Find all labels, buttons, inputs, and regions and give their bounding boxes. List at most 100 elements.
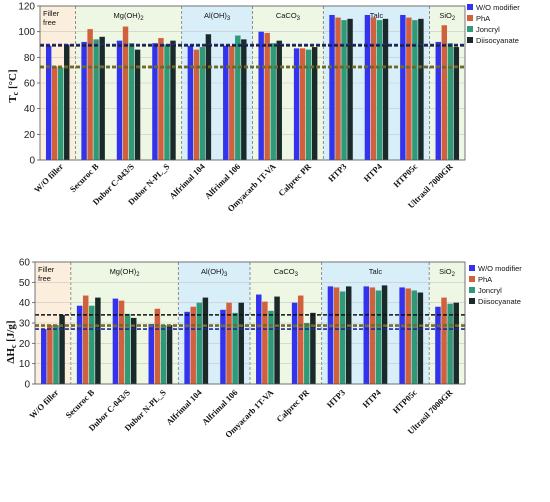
bar <box>170 40 176 160</box>
y-tick-label: 80 <box>24 53 36 64</box>
bar <box>453 47 460 160</box>
bar <box>375 290 382 384</box>
bar <box>369 287 376 384</box>
bar <box>45 45 52 160</box>
category-label: Alfrimal 104 <box>167 161 207 201</box>
legend-label: Diisocyanate <box>478 297 521 306</box>
group-label: Al(OH)3 <box>201 267 228 278</box>
bar <box>238 302 244 384</box>
bar <box>382 18 389 161</box>
y-tick-label: 10 <box>19 359 31 370</box>
legend-swatch <box>469 265 475 271</box>
group-label: free <box>38 274 51 283</box>
bar <box>223 45 229 160</box>
bar <box>311 47 318 160</box>
bar <box>59 314 65 384</box>
bar <box>345 286 352 384</box>
bar <box>412 20 418 160</box>
bar <box>305 49 312 161</box>
legend-swatch <box>469 298 475 304</box>
bar <box>299 48 306 160</box>
bar <box>447 303 453 384</box>
bar <box>53 325 59 384</box>
bar <box>51 66 58 160</box>
legend-label: Joncryl <box>476 25 500 34</box>
y-axis-title-main: ΔH <box>5 348 17 364</box>
bar <box>134 49 141 161</box>
bar <box>130 317 137 384</box>
group-label: Mg(OH)2 <box>110 267 141 278</box>
bar <box>166 325 173 384</box>
bar <box>418 18 424 161</box>
group-label: SiO2 <box>439 11 456 22</box>
y-axis-title-sub: c <box>11 91 20 95</box>
bar <box>341 20 347 160</box>
legend-label: PhA <box>478 275 492 284</box>
y-tick-label: 120 <box>18 2 35 13</box>
bar <box>58 67 64 160</box>
bar <box>276 40 282 160</box>
legend-swatch <box>467 37 473 43</box>
bar <box>304 323 310 384</box>
bar <box>417 292 424 384</box>
bar <box>258 31 264 160</box>
bar <box>399 287 405 384</box>
bar <box>270 43 276 160</box>
bar <box>89 305 95 384</box>
group-label: Filler <box>38 265 55 274</box>
category-label: HTP4 <box>361 161 384 184</box>
bar <box>335 17 341 160</box>
bar <box>64 44 70 160</box>
y-tick-label: 0 <box>29 156 35 167</box>
category-label: Securoc B <box>63 387 96 420</box>
group-label: free <box>43 18 56 27</box>
group-label: Al(OH)3 <box>204 11 231 22</box>
bar <box>87 29 93 160</box>
category-label: Alfrimal 104 <box>164 387 204 427</box>
legend-label: W/O modifier <box>478 264 522 273</box>
bar <box>99 36 105 160</box>
y-axis-title-main: T <box>7 95 19 103</box>
bar <box>347 18 353 161</box>
bar <box>435 41 441 160</box>
bar <box>435 306 441 384</box>
legend-swatch <box>467 26 473 32</box>
bar <box>154 308 161 384</box>
bar <box>190 306 196 384</box>
bar <box>205 34 212 160</box>
group-label: Filler <box>43 9 60 18</box>
bar <box>297 295 304 384</box>
bar <box>364 14 371 160</box>
y-tick-label: 60 <box>19 258 31 269</box>
bar <box>405 288 411 384</box>
bar <box>256 294 262 384</box>
bar <box>441 25 447 160</box>
category-label: Calprec PR <box>274 387 311 424</box>
y-tick-label: 0 <box>24 380 30 391</box>
group-label: CaCO3 <box>276 11 301 22</box>
bar <box>187 45 194 160</box>
bar <box>453 302 459 384</box>
bar <box>293 48 300 160</box>
legend-swatch <box>469 287 475 293</box>
bar <box>262 301 268 384</box>
bar <box>112 298 119 384</box>
y-tick-label: 50 <box>19 278 31 289</box>
bar <box>124 313 131 384</box>
category-label: HTP3 <box>326 161 348 183</box>
legend-label: Diisocyanate <box>476 36 519 45</box>
legend-swatch <box>469 276 475 282</box>
category-label: HTP3 <box>325 387 347 409</box>
bar <box>232 312 238 384</box>
y-tick-label: 30 <box>19 319 31 330</box>
bar <box>184 311 190 384</box>
bar <box>229 45 235 160</box>
y-axis-title-sub: c <box>9 344 18 348</box>
bar <box>381 285 388 384</box>
category-label: W/O filler <box>32 161 65 194</box>
category-label: HTP4 <box>360 387 383 410</box>
bar <box>158 38 164 161</box>
y-tick-label: 40 <box>19 298 31 309</box>
